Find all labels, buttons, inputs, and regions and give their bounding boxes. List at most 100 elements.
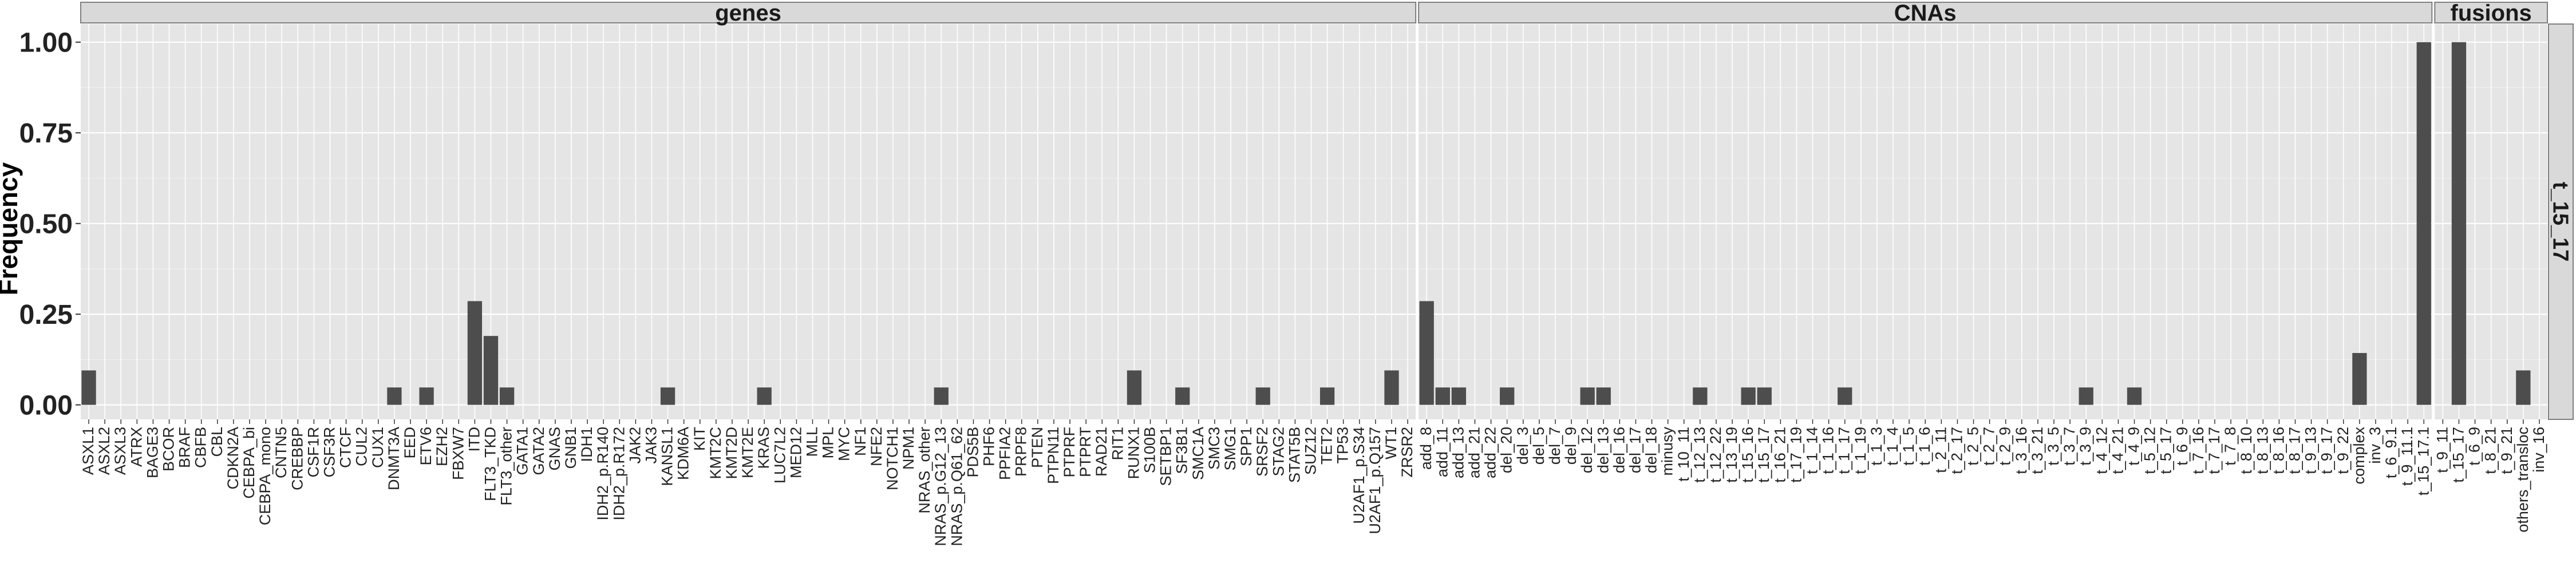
x-tick-label: FLT3_TKD bbox=[482, 427, 499, 501]
x-tick-label: U2AF1_p.S34 bbox=[1350, 427, 1368, 524]
x-tick-label: MPL bbox=[820, 427, 837, 459]
x-tick-label: t_9_13 bbox=[2302, 427, 2320, 474]
x-tick-label: TP53 bbox=[1334, 427, 1352, 464]
x-tick-label: PTPRF bbox=[1061, 427, 1078, 478]
x-tick-label: t_5_12 bbox=[2142, 427, 2159, 474]
x-tick-label: JAK3 bbox=[642, 427, 659, 464]
x-tick-label: del_7 bbox=[1546, 427, 1563, 465]
x-tick-label: PTPRT bbox=[1077, 427, 1094, 477]
bar-FLT3_other bbox=[499, 387, 515, 405]
bar-TET2 bbox=[1319, 387, 1335, 405]
bar-t_4_9 bbox=[2127, 387, 2142, 405]
bar-NRAS_p.G12_13 bbox=[934, 387, 949, 405]
x-tick-label: FBXW7 bbox=[449, 427, 467, 480]
bar-ITD bbox=[467, 301, 483, 405]
bar-t_12_13 bbox=[1693, 387, 1708, 405]
x-tick-label: BRAF bbox=[176, 427, 193, 468]
bar-del_12 bbox=[1580, 387, 1595, 405]
x-tick-label: EED bbox=[401, 427, 418, 459]
bar-ASXL1 bbox=[81, 370, 96, 405]
x-tick-label: t_8_10 bbox=[2238, 427, 2255, 474]
x-tick-label: add_21 bbox=[1465, 427, 1483, 478]
bar-t_3_9 bbox=[2079, 387, 2093, 405]
x-tick-label: GNB1 bbox=[562, 427, 579, 469]
bar-t_15_16 bbox=[1741, 387, 1756, 405]
bar-t_15_17 bbox=[1757, 387, 1772, 405]
facet-label-genes: genes bbox=[715, 1, 781, 26]
x-tick-label: t_9_11.1 bbox=[2399, 427, 2416, 486]
x-tick-label: MLL bbox=[803, 427, 820, 457]
x-tick-label: t_1_14 bbox=[1804, 427, 1821, 474]
y-tick-label: 0.00 bbox=[19, 391, 73, 421]
x-tick-label: ASXL1 bbox=[80, 427, 97, 475]
x-tick-label: del_13 bbox=[1594, 427, 1611, 473]
y-tick-label: 0.75 bbox=[19, 118, 73, 149]
x-tick-label: ASXL2 bbox=[96, 427, 113, 475]
x-tick-label: MED12 bbox=[787, 427, 804, 478]
bar-SF3B1 bbox=[1175, 387, 1190, 405]
x-tick-label: SPP1 bbox=[1238, 427, 1255, 466]
x-tick-label: JAK2 bbox=[626, 427, 643, 464]
x-tick-label: CREBBP bbox=[289, 427, 306, 490]
x-tick-label: del_17 bbox=[1626, 427, 1643, 473]
x-tick-label: t_6_9 bbox=[2466, 427, 2483, 466]
x-tick-label: add_11 bbox=[1433, 427, 1451, 477]
x-tick-label: U2AF1_p.Q157 bbox=[1366, 427, 1384, 534]
x-tick-label: CUL2 bbox=[353, 427, 370, 466]
x-tick-label: KANSL1 bbox=[659, 427, 676, 486]
x-tick-label: del_18 bbox=[1643, 427, 1660, 473]
x-tick-label: CDKN2A bbox=[224, 427, 242, 490]
x-tick-label: complex bbox=[2350, 427, 2368, 485]
bar-complex bbox=[2352, 352, 2367, 405]
x-tick-label: PPFIA2 bbox=[997, 427, 1014, 480]
x-tick-label: PDS5B bbox=[964, 427, 981, 478]
x-tick-label: SMG1 bbox=[1222, 427, 1239, 471]
x-tick-label: t_6_9 bbox=[2174, 427, 2191, 466]
bar-FLT3_TKD bbox=[483, 336, 499, 405]
x-tick-label: t_17_19 bbox=[1787, 427, 1804, 483]
x-tick-label: add_8 bbox=[1417, 427, 1435, 470]
x-tick-label: RAD21 bbox=[1093, 427, 1110, 477]
x-tick-label: KMT2C bbox=[707, 427, 724, 479]
x-tick-label: t_6_9.1 bbox=[2383, 427, 2400, 478]
y-tick-label: 0.50 bbox=[19, 209, 73, 240]
x-tick-label: t_12_13 bbox=[1691, 427, 1708, 483]
x-tick-label: t_15_17.1 bbox=[2415, 427, 2432, 495]
x-tick-label: LUC7L2 bbox=[771, 427, 788, 483]
x-tick-label: IDH2_p.R140 bbox=[594, 427, 611, 521]
bar-t_15_17.1 bbox=[2416, 42, 2431, 405]
bar-DNMT3A bbox=[387, 387, 402, 405]
x-tick-label: t_9_17 bbox=[2318, 427, 2336, 474]
facet-label-fusions: fusions bbox=[2451, 1, 2532, 26]
facet-strip bbox=[80, 2, 1417, 23]
x-tick-label: CTCF bbox=[337, 427, 354, 468]
x-tick-label: t_7_17 bbox=[2206, 427, 2223, 474]
x-tick-label: ASXL3 bbox=[112, 427, 129, 475]
x-tick-label: WT1 bbox=[1382, 427, 1400, 459]
x-tick-label: t_4_9 bbox=[2125, 427, 2143, 466]
x-tick-label: t_4_21 bbox=[2109, 427, 2126, 474]
x-tick-label: t_9_22 bbox=[2334, 427, 2352, 474]
x-tick-label: ETV6 bbox=[417, 427, 434, 466]
x-tick-label: minusy bbox=[1659, 427, 1676, 476]
x-tick-label: BAGE3 bbox=[144, 427, 161, 478]
x-tick-label: t_2_5 bbox=[1965, 427, 1982, 466]
x-tick-label: t_3_5 bbox=[2045, 427, 2062, 466]
x-tick-label: PRPF8 bbox=[1013, 427, 1030, 477]
x-tick-label: SMC1A bbox=[1190, 427, 1207, 480]
x-tick-label: KDM6A bbox=[675, 427, 692, 480]
x-tick-label: GATA1 bbox=[514, 427, 531, 475]
x-tick-label: t_1_17 bbox=[1836, 427, 1853, 474]
x-tick-label: CEBPA_mono bbox=[256, 427, 274, 525]
x-tick-label: KIT bbox=[691, 427, 708, 451]
x-tick-label: SUZ12 bbox=[1302, 427, 1319, 475]
x-tick-label: t_9_21 bbox=[2498, 427, 2515, 474]
x-tick-label: GATA2 bbox=[530, 427, 547, 475]
x-tick-label: t_7_16 bbox=[2190, 427, 2207, 474]
bar-ETV6 bbox=[419, 387, 434, 405]
x-tick-label: STAG2 bbox=[1270, 427, 1287, 477]
x-tick-label: t_1_5 bbox=[1900, 427, 1917, 466]
bar-SRSF2 bbox=[1255, 387, 1270, 405]
x-tick-label: t_3_7 bbox=[2061, 427, 2078, 466]
x-tick-label: inv_3 bbox=[2366, 427, 2384, 464]
